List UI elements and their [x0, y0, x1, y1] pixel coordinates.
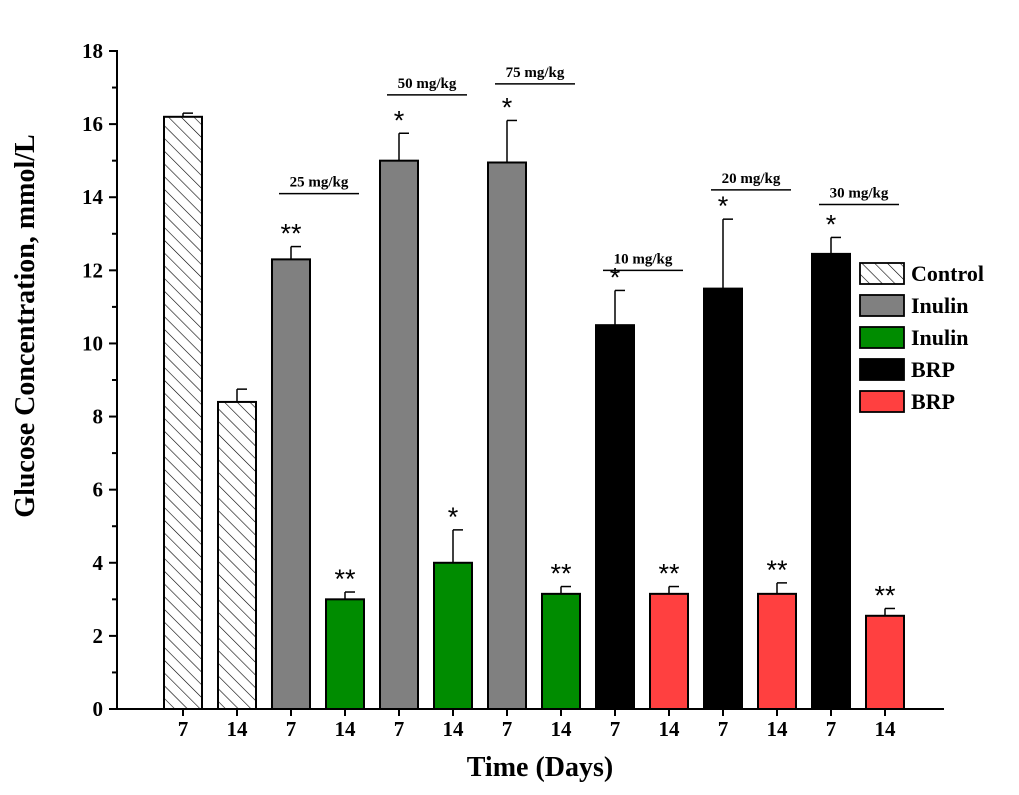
y-tick-label: 10 [82, 331, 103, 355]
bar [595, 324, 635, 710]
x-tick-label: 14 [659, 717, 681, 741]
bar [865, 614, 905, 710]
y-tick-label: 12 [82, 258, 103, 282]
significance-label: * [502, 92, 513, 122]
x-axis-title: Time (Days) [467, 752, 613, 783]
legend-swatch [859, 262, 905, 285]
y-tick-label: 18 [82, 39, 103, 63]
significance-label: * [718, 191, 729, 221]
legend-swatch [859, 358, 905, 381]
dose-label: 10 mg/kg [614, 251, 673, 267]
significance-label: ** [766, 555, 788, 585]
dose-label: 75 mg/kg [506, 65, 565, 81]
x-tick-label: 7 [178, 717, 189, 741]
y-tick-label: 8 [93, 405, 104, 429]
legend-label: Control [911, 261, 984, 286]
bar [811, 252, 851, 710]
bar [487, 161, 527, 710]
legend-swatch [859, 390, 905, 413]
y-tick-label: 16 [82, 112, 103, 136]
y-tick-label: 0 [93, 697, 104, 721]
x-tick-label: 7 [826, 717, 837, 741]
x-tick-label: 14 [875, 717, 897, 741]
x-tick-label: 7 [718, 717, 729, 741]
significance-label: * [610, 262, 621, 292]
bar [325, 598, 365, 710]
legend-swatch [859, 294, 905, 317]
significance-label: ** [550, 559, 572, 589]
significance-label: ** [334, 564, 356, 594]
y-tick-label: 2 [93, 624, 104, 648]
bar [757, 592, 797, 710]
y-tick-label: 6 [93, 478, 104, 502]
bar [379, 159, 419, 710]
y-axis-title: Glucose Concentration, mmol/L [10, 134, 41, 517]
dose-label: 25 mg/kg [290, 175, 349, 191]
significance-label: ** [874, 580, 896, 610]
bar [217, 400, 257, 710]
bar [703, 287, 743, 710]
bar [649, 592, 689, 710]
bar [541, 592, 581, 710]
dose-label: 30 mg/kg [830, 186, 889, 202]
dose-label: 20 mg/kg [722, 171, 781, 187]
x-tick-label: 14 [335, 717, 357, 741]
x-tick-label: 7 [394, 717, 405, 741]
x-tick-label: 14 [443, 717, 465, 741]
significance-label: * [826, 209, 837, 239]
significance-label: * [448, 502, 459, 532]
significance-label: ** [280, 219, 302, 249]
legend-label: Inulin [911, 325, 969, 350]
y-tick-label: 4 [93, 551, 104, 575]
dose-label: 50 mg/kg [398, 76, 457, 92]
legend-label: BRP [911, 389, 955, 414]
y-tick-label: 14 [82, 185, 104, 209]
x-tick-label: 7 [286, 717, 297, 741]
bar [271, 258, 311, 710]
legend-swatch [859, 326, 905, 349]
x-tick-label: 7 [610, 717, 621, 741]
bar [163, 115, 203, 711]
legend-label: BRP [911, 357, 955, 382]
significance-label: * [394, 105, 405, 135]
legend-label: Inulin [911, 293, 969, 318]
x-tick-label: 14 [551, 717, 573, 741]
significance-label: ** [658, 559, 680, 589]
bar [433, 561, 473, 710]
x-tick-label: 7 [502, 717, 513, 741]
x-tick-label: 14 [767, 717, 789, 741]
x-tick-label: 14 [227, 717, 249, 741]
